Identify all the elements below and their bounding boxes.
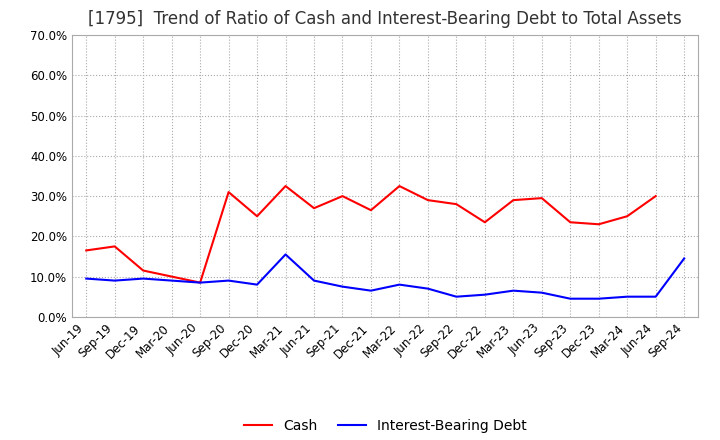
Cash bbox=[537, 195, 546, 201]
Cash bbox=[595, 222, 603, 227]
Line: Interest-Bearing Debt: Interest-Bearing Debt bbox=[86, 254, 684, 299]
Interest-Bearing Debt bbox=[338, 284, 347, 289]
Interest-Bearing Debt bbox=[652, 294, 660, 299]
Interest-Bearing Debt bbox=[225, 278, 233, 283]
Interest-Bearing Debt bbox=[139, 276, 148, 281]
Interest-Bearing Debt bbox=[452, 294, 461, 299]
Interest-Bearing Debt bbox=[253, 282, 261, 287]
Cash bbox=[253, 213, 261, 219]
Interest-Bearing Debt bbox=[537, 290, 546, 295]
Legend: Cash, Interest-Bearing Debt: Cash, Interest-Bearing Debt bbox=[238, 414, 532, 439]
Cash bbox=[452, 202, 461, 207]
Interest-Bearing Debt bbox=[509, 288, 518, 293]
Cash bbox=[282, 183, 290, 189]
Interest-Bearing Debt bbox=[310, 278, 318, 283]
Cash bbox=[167, 274, 176, 279]
Interest-Bearing Debt bbox=[110, 278, 119, 283]
Interest-Bearing Debt bbox=[282, 252, 290, 257]
Cash bbox=[338, 194, 347, 199]
Cash bbox=[480, 220, 489, 225]
Interest-Bearing Debt bbox=[196, 280, 204, 285]
Cash bbox=[82, 248, 91, 253]
Cash bbox=[139, 268, 148, 273]
Cash bbox=[225, 190, 233, 195]
Interest-Bearing Debt bbox=[395, 282, 404, 287]
Interest-Bearing Debt bbox=[480, 292, 489, 297]
Interest-Bearing Debt bbox=[167, 278, 176, 283]
Interest-Bearing Debt bbox=[680, 256, 688, 261]
Interest-Bearing Debt bbox=[566, 296, 575, 301]
Cash bbox=[509, 198, 518, 203]
Cash bbox=[196, 280, 204, 285]
Line: Cash: Cash bbox=[86, 186, 656, 282]
Interest-Bearing Debt bbox=[595, 296, 603, 301]
Cash bbox=[623, 213, 631, 219]
Cash bbox=[395, 183, 404, 189]
Interest-Bearing Debt bbox=[366, 288, 375, 293]
Cash bbox=[652, 194, 660, 199]
Interest-Bearing Debt bbox=[623, 294, 631, 299]
Interest-Bearing Debt bbox=[82, 276, 91, 281]
Title: [1795]  Trend of Ratio of Cash and Interest-Bearing Debt to Total Assets: [1795] Trend of Ratio of Cash and Intere… bbox=[89, 10, 682, 28]
Cash bbox=[423, 198, 432, 203]
Cash bbox=[110, 244, 119, 249]
Interest-Bearing Debt bbox=[423, 286, 432, 291]
Cash bbox=[310, 205, 318, 211]
Cash bbox=[566, 220, 575, 225]
Cash bbox=[366, 208, 375, 213]
